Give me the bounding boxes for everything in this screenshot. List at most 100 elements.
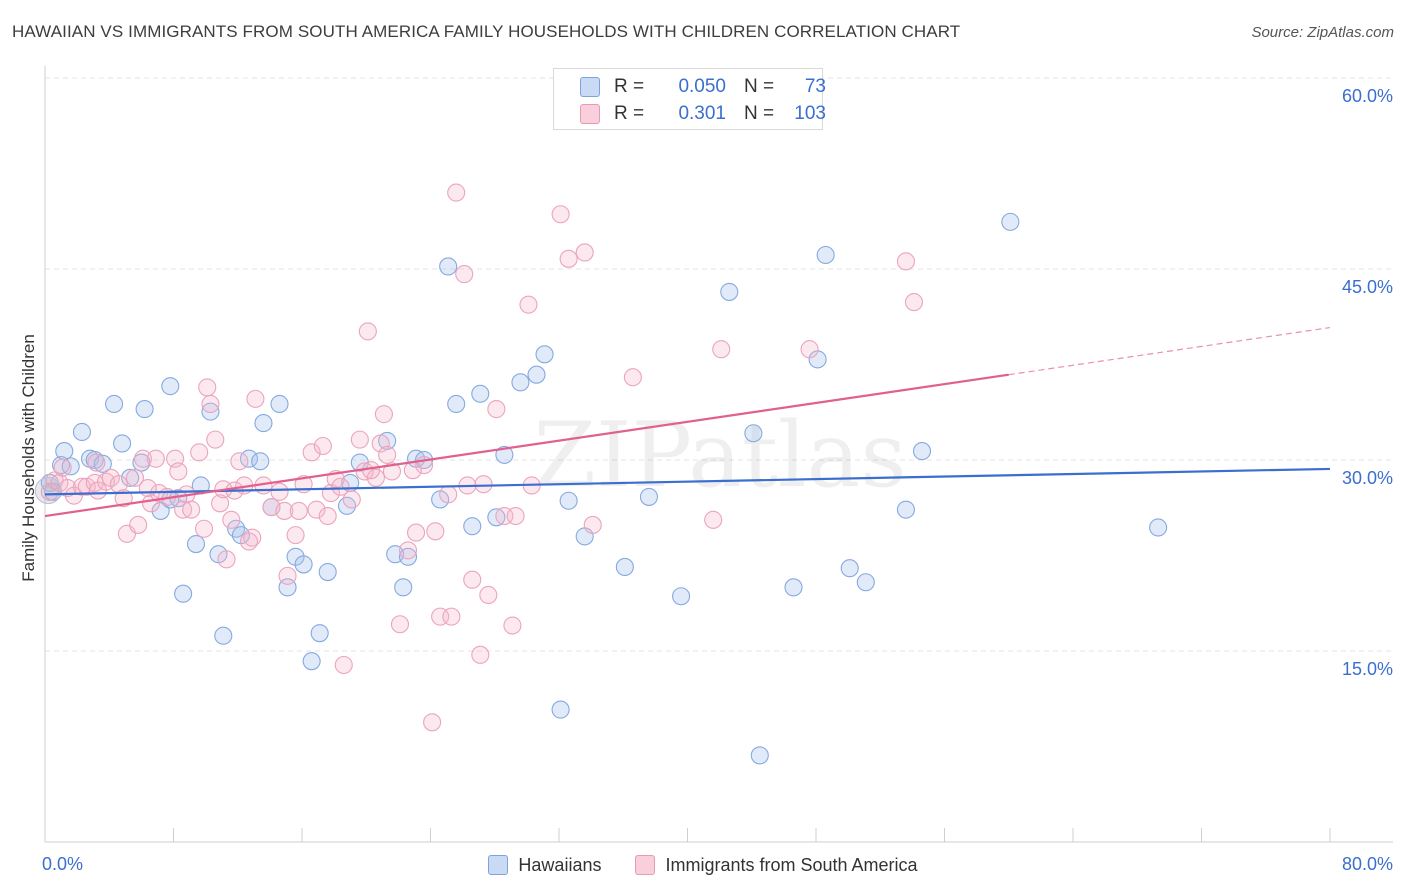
data-point [371,434,390,453]
data-point [302,443,321,462]
stats-n-value: 73 [804,76,826,97]
data-point [896,500,916,519]
data-point [856,573,875,592]
data-point [463,517,482,536]
data-point [390,615,410,634]
data-point [135,400,154,419]
data-point [551,205,570,224]
data-point [551,700,570,719]
trend-line-immigrants [44,373,1009,518]
chart-legend: Hawaiians Immigrants from South America [0,852,1406,878]
data-point [310,624,329,643]
data-point [313,436,332,456]
y-tick-label: 60.0% [1342,86,1393,106]
data-point [307,500,326,519]
trend-line-hawaiians [44,467,1331,496]
data-point [406,523,426,542]
data-point [161,377,180,396]
y-axis-label: Family Households with Children [19,334,38,582]
legend-item-hawaiians[interactable]: Hawaiians [488,855,601,876]
stats-legend: R = 0.050 N = 73 R = 0.301 N = 103 [553,68,826,130]
data-point [374,405,393,424]
data-point [439,485,458,504]
data-point [382,462,402,481]
data-point [378,445,397,464]
stats-n-value: 103 [794,103,826,124]
data-point [479,585,498,605]
y-tick-label: 45.0% [1342,277,1393,297]
data-point [840,559,859,578]
data-point [194,519,214,538]
legend-label-immigrants: Immigrants from South America [665,854,918,875]
data-point [455,265,474,284]
data-point [214,626,233,645]
data-point [113,434,132,453]
stats-row-immigrants: R = 0.301 N = 103 [580,102,826,126]
data-point [174,584,193,603]
data-point [251,452,270,471]
gridlines [45,77,1393,652]
data-point [535,345,554,364]
stats-n-label: N = [744,103,775,124]
data-point [230,452,249,471]
data-point [1001,212,1020,231]
data-point [896,252,916,271]
data-point [358,322,377,341]
data-point [495,445,514,464]
stats-swatch-immigrants [580,104,600,124]
chart-title: HAWAIIAN VS IMMIGRANTS FROM SOUTH AMERIC… [12,22,961,41]
data-point [904,293,924,312]
data-point [125,468,144,487]
stats-r-value: 0.050 [678,76,726,97]
data-point [93,454,112,473]
stats-r-label: R = [614,103,645,124]
data-point [350,430,369,449]
data-point [912,442,932,461]
data-point [275,501,294,520]
data-point [198,378,217,397]
data-point [121,468,140,487]
data-point [190,443,209,462]
x-tick-label: 0.0% [42,854,83,874]
legend-item-immigrants[interactable]: Immigrants from South America [635,854,918,876]
data-point [246,389,265,408]
data-point [53,458,72,477]
tick-labels: 15.0% 30.0% 45.0% 60.0% 0.0% 80.0% Family Hous… [19,86,1393,874]
data-point [201,402,220,421]
stats-swatch-hawaiians [580,77,600,97]
data-point [750,746,769,765]
data-point [169,462,188,481]
stats-row-hawaiians: R = 0.050 N = 73 [580,75,826,99]
watermark: ZIPatlas [533,403,906,508]
data-point [471,645,490,664]
stats-n-label: N = [744,76,775,97]
axes [44,66,1393,843]
data-point [511,373,530,392]
data-point [34,477,62,505]
data-point [182,500,201,519]
x-tick-label: 80.0% [1342,854,1393,874]
data-point [447,183,466,202]
data-point [318,506,337,526]
y-tick-label: 30.0% [1342,468,1393,488]
data-point [704,510,723,529]
trend-line-immigrants-extension [1008,326,1331,376]
data-point [426,522,445,541]
data-point [784,578,803,597]
data-point [206,430,225,449]
data-point [1149,518,1168,537]
data-point [217,550,236,569]
data-point [487,400,506,419]
legend-swatch-immigrants [635,855,656,875]
data-point [270,482,289,501]
data-point [105,394,124,414]
data-point [575,243,594,262]
y-tick-label: 15.0% [1342,659,1393,679]
data-point [254,414,273,433]
data-point [289,501,308,520]
data-point [146,449,165,468]
data-point [398,547,418,566]
data-point [506,506,525,526]
data-point [87,453,106,472]
